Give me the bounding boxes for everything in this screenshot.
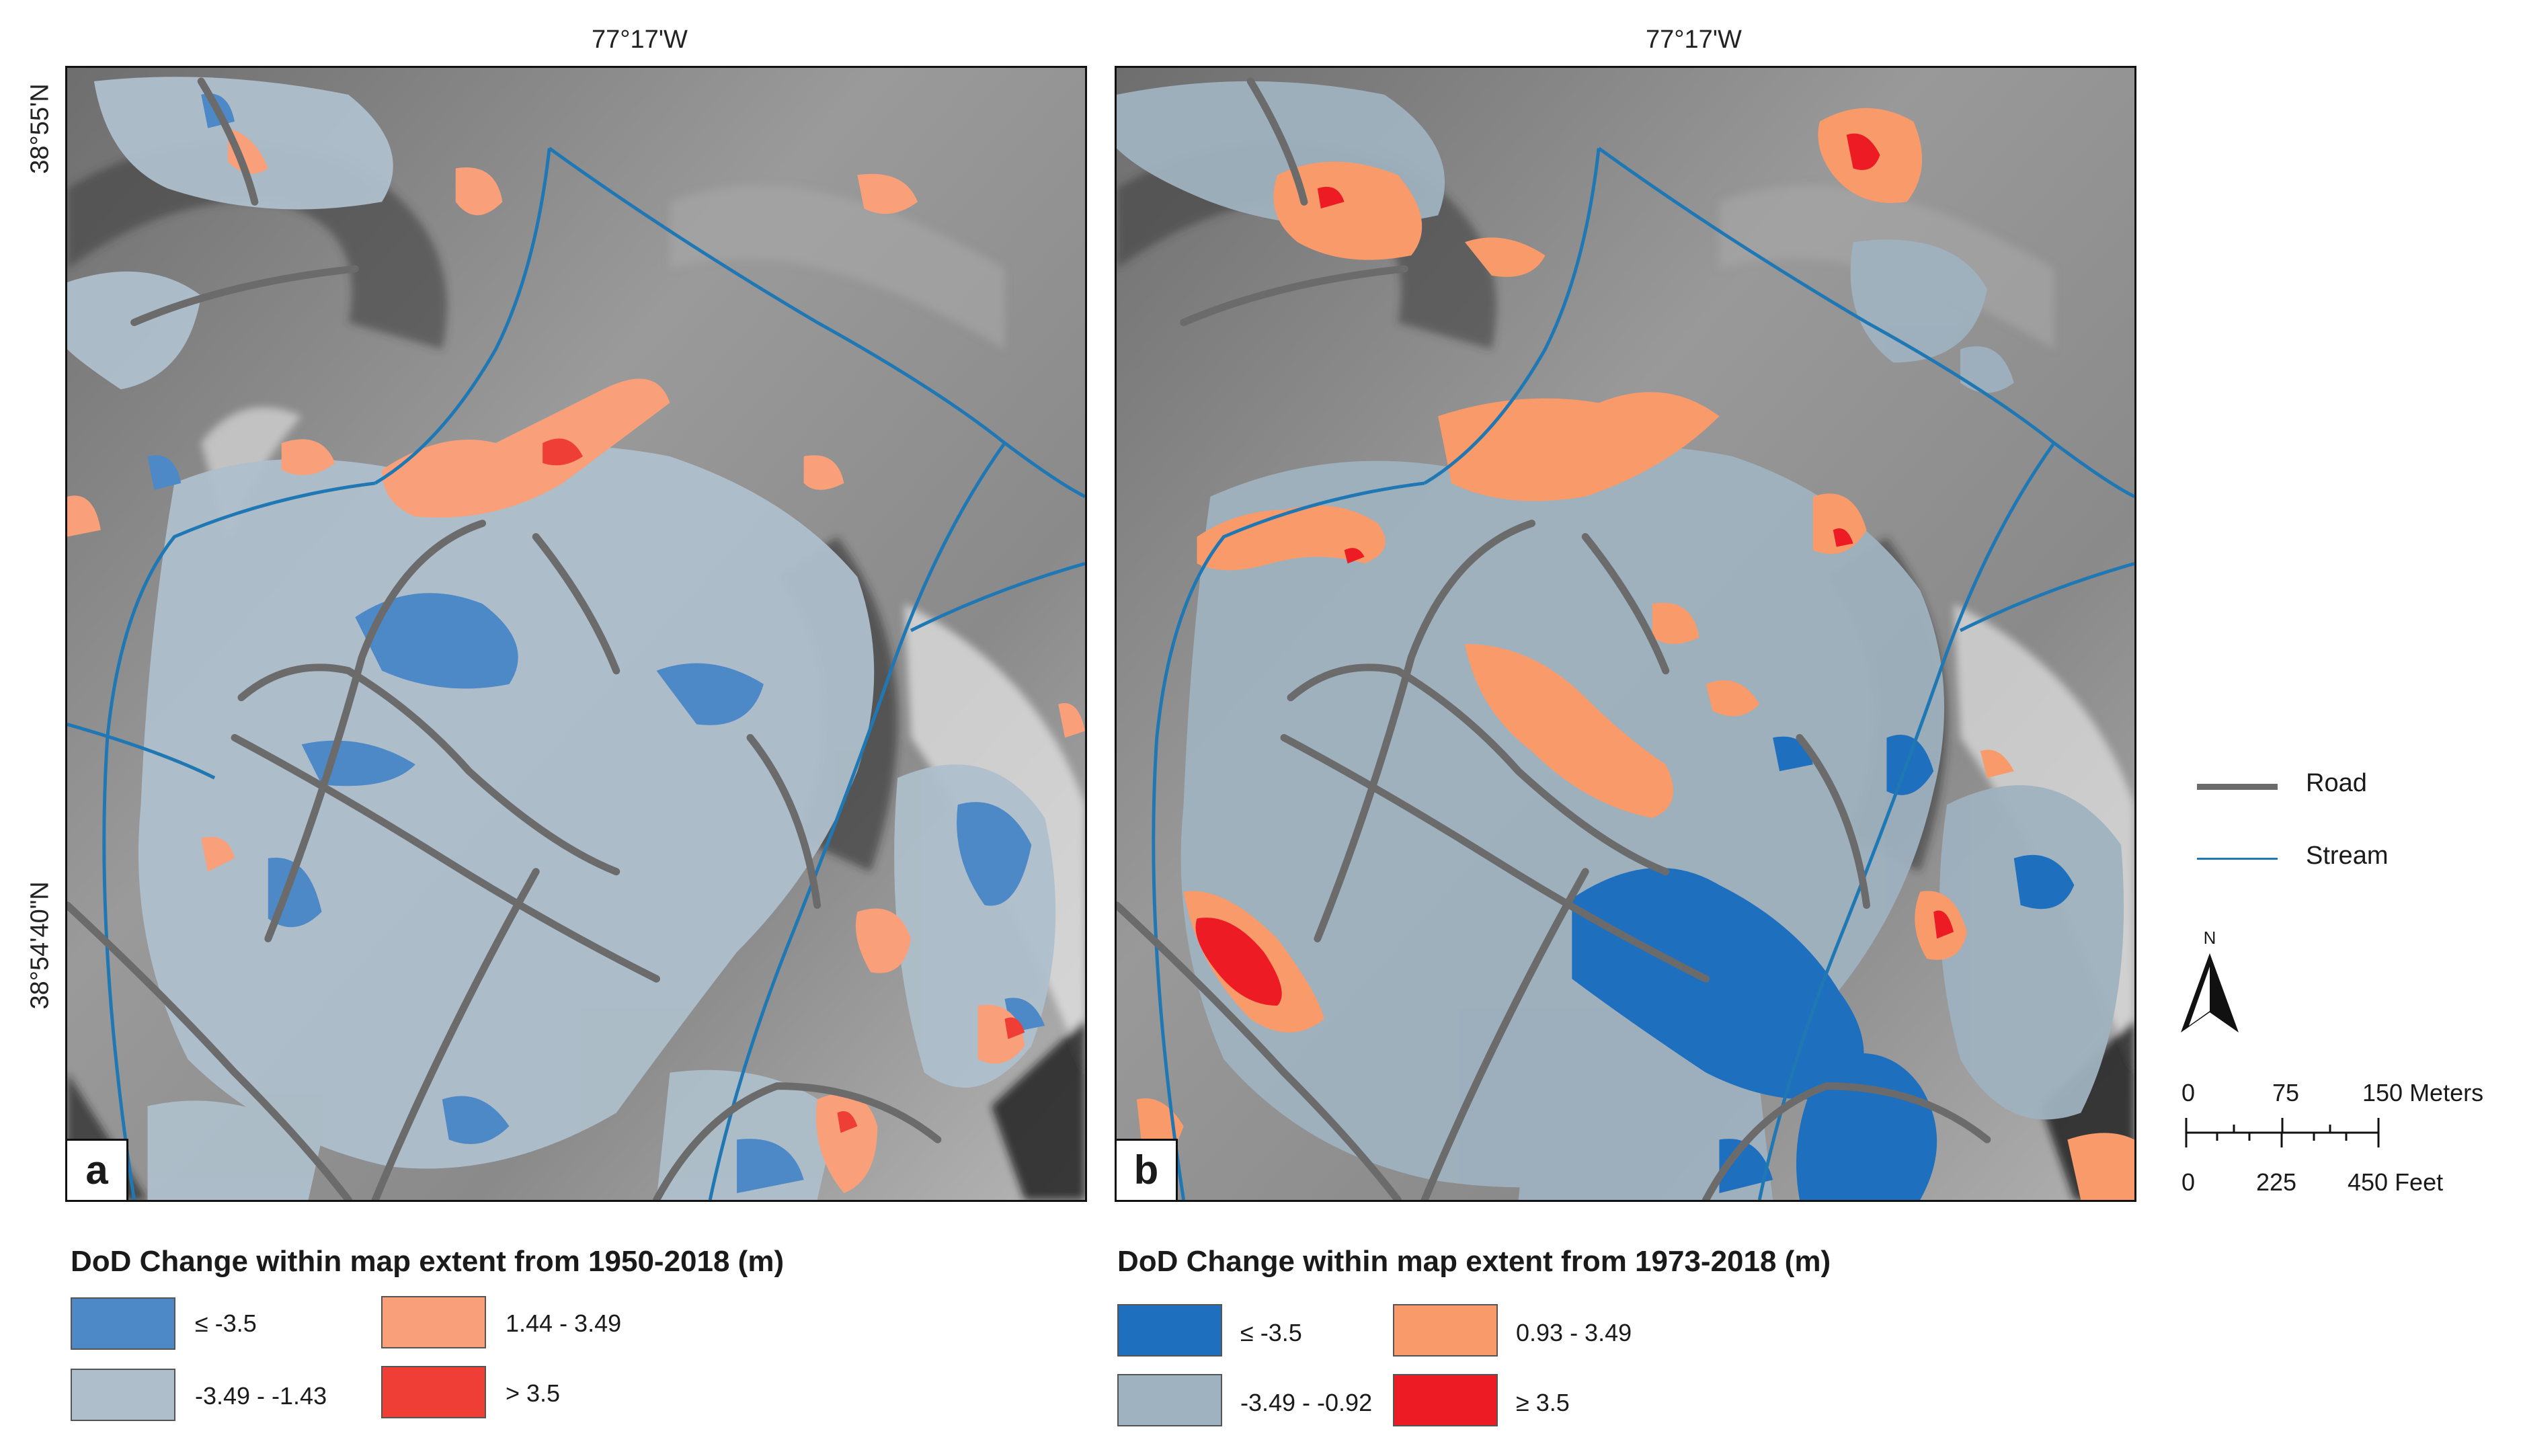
- legend-a-swatch-1: [71, 1369, 175, 1421]
- panel-label-a: a: [67, 1139, 128, 1200]
- class-pos-strong-b: [1195, 133, 1954, 1006]
- legend-b-label-1: -3.49 - -0.92: [1240, 1389, 1373, 1416]
- latitude-label-upper: 38°55'N: [26, 83, 54, 174]
- scale-m-0: 0: [2181, 1079, 2196, 1106]
- class-pos-strong-a: [543, 438, 1025, 1133]
- roads-b: [1117, 77, 1991, 1200]
- longitude-label-a: 77°17'W: [592, 26, 688, 54]
- class-pos-moderate-a: [67, 128, 1085, 1194]
- legend-a-label-0: ≤ -3.5: [195, 1309, 257, 1337]
- legend-b-swatch-1: [1117, 1374, 1222, 1426]
- class-neg-strong-b: [1572, 735, 2075, 1200]
- map-panel-b: b: [1115, 66, 2136, 1202]
- legend-b-label-0: ≤ -3.5: [1240, 1319, 1302, 1346]
- legend-a-swatch-2: [381, 1296, 486, 1348]
- road-key-label: Road: [2306, 769, 2367, 797]
- legend-b-swatch-2: [1393, 1304, 1498, 1357]
- legend-a-label-2: 1.44 - 3.49: [506, 1309, 622, 1337]
- legend-b-label-2: 0.93 - 3.49: [1516, 1319, 1632, 1346]
- scale-bar-graphic: [2185, 1118, 2380, 1147]
- scale-ft-0: 0: [2181, 1168, 2196, 1196]
- scale-ft-225: 225: [2256, 1168, 2297, 1196]
- legend-b-swatch-3: [1393, 1374, 1498, 1426]
- map-a-canvas: [67, 68, 1085, 1200]
- streams-a: [67, 147, 1085, 1200]
- streams-b: [1152, 147, 2134, 1200]
- legend-b-swatch-0: [1117, 1304, 1222, 1357]
- legend-title-b: DoD Change within map extent from 1973-2…: [1117, 1245, 1831, 1278]
- roads-a: [67, 77, 942, 1200]
- map-panel-a: a: [65, 66, 1087, 1202]
- legend-a-swatch-3: [381, 1366, 486, 1418]
- north-arrow-icon: [2181, 953, 2239, 1033]
- legend-b-label-3: ≥ 3.5: [1516, 1389, 1570, 1416]
- stream-key-line: [2197, 858, 2278, 860]
- latitude-label-lower: 38°54'40"N: [26, 881, 54, 1010]
- legend-a-label-3: > 3.5: [506, 1379, 561, 1407]
- panel-label-b: b: [1117, 1139, 1178, 1200]
- scale-m-75: 75: [2272, 1079, 2300, 1106]
- map-b-canvas: [1117, 68, 2134, 1200]
- stream-key-label: Stream: [2306, 842, 2389, 870]
- scale-ft-450: 450 Feet: [2348, 1168, 2444, 1196]
- longitude-label-b: 77°17'W: [1646, 26, 1742, 54]
- north-arrow-label: N: [2203, 928, 2216, 948]
- legend-a-swatch-0: [71, 1297, 175, 1350]
- legend-a-label-1: -3.49 - -1.43: [195, 1382, 327, 1410]
- class-pos-moderate-b: [1136, 108, 2134, 1200]
- road-key-line: [2197, 784, 2278, 790]
- legend-title-a: DoD Change within map extent from 1950-2…: [71, 1245, 785, 1278]
- scale-m-150: 150 Meters: [2362, 1079, 2484, 1106]
